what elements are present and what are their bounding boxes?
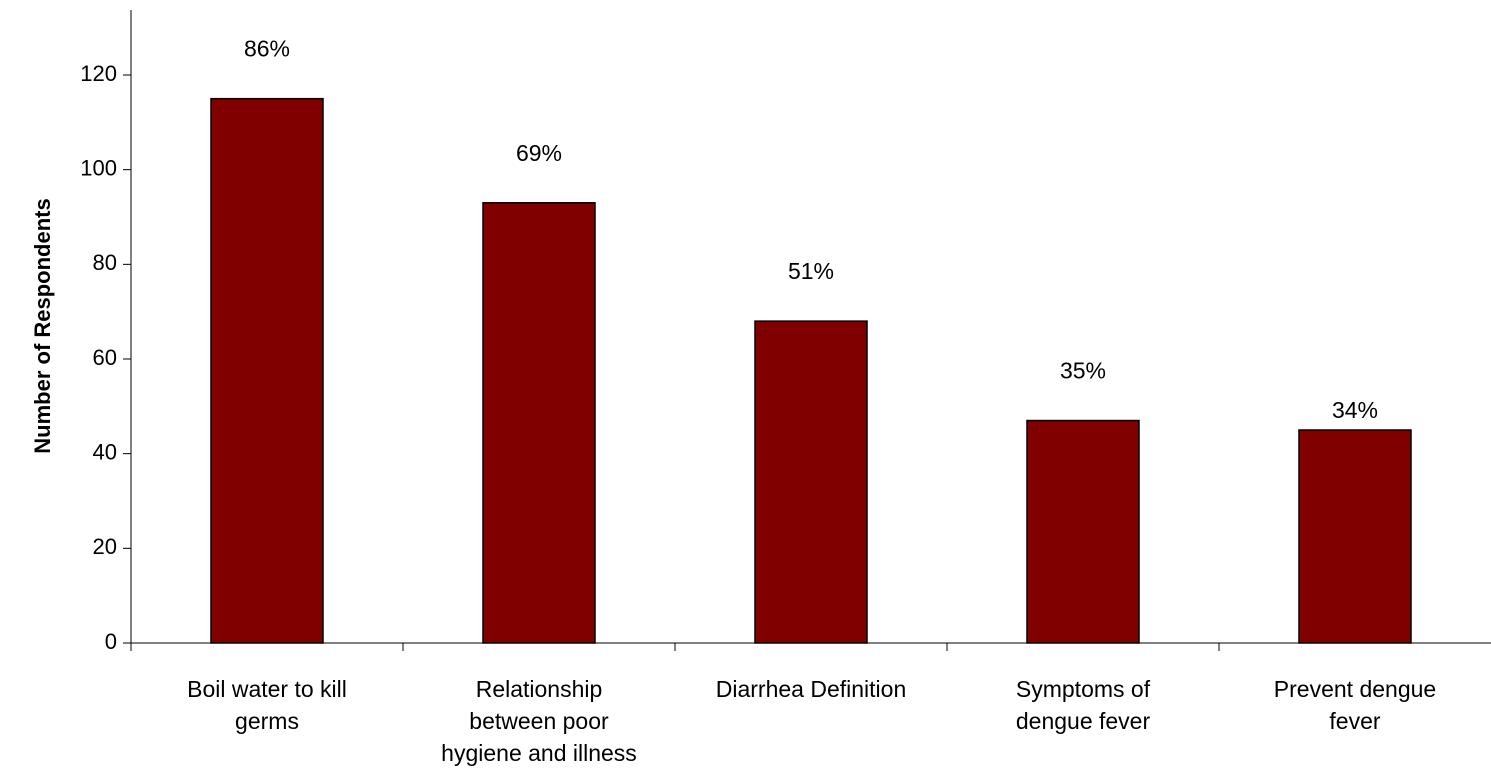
y-tick-label: 120 — [80, 61, 117, 86]
category-label-line: between poor — [469, 708, 609, 734]
y-tick-label: 0 — [105, 629, 117, 654]
labels: 86% Boil water to kill germs 69% Relationshi… — [80, 36, 1436, 766]
y-tick-label: 40 — [93, 439, 117, 464]
data-label: 51% — [788, 258, 834, 284]
category-label-line: fever — [1329, 708, 1380, 734]
y-tick-label: 20 — [93, 534, 117, 559]
category-label: Relationship between poor hygiene and illn… — [441, 676, 637, 766]
category-label-line: Diarrhea Definition — [716, 676, 906, 702]
bar — [754, 320, 868, 644]
category-label-line: Relationship — [476, 676, 603, 702]
data-label: 69% — [516, 140, 562, 166]
bar — [210, 97, 324, 644]
y-tick-label: 100 — [80, 155, 117, 180]
category-label-line: dengue fever — [1016, 708, 1151, 734]
bar — [1026, 419, 1140, 644]
category-label-line: germs — [235, 708, 299, 734]
bar — [482, 202, 596, 644]
data-label: 34% — [1332, 397, 1378, 423]
bars — [210, 97, 1412, 644]
axes — [123, 10, 1491, 651]
category-label: Diarrhea Definition — [716, 676, 906, 702]
data-label: 86% — [244, 36, 290, 62]
category-label-line: Symptoms of — [1016, 676, 1151, 702]
category-label-line: hygiene and illness — [441, 740, 637, 766]
category-label: Boil water to kill germs — [187, 676, 347, 734]
y-tick-label: 60 — [93, 345, 117, 370]
y-tick-label: 80 — [93, 250, 117, 275]
data-label: 35% — [1060, 358, 1106, 384]
category-label: Prevent dengue fever — [1274, 676, 1436, 734]
category-label-line: Prevent dengue — [1274, 676, 1436, 702]
y-axis-title: Number of Respondents — [30, 198, 55, 453]
category-label-line: Boil water to kill — [187, 676, 347, 702]
category-label: Symptoms of dengue fever — [1016, 676, 1151, 734]
bar — [1298, 429, 1412, 644]
